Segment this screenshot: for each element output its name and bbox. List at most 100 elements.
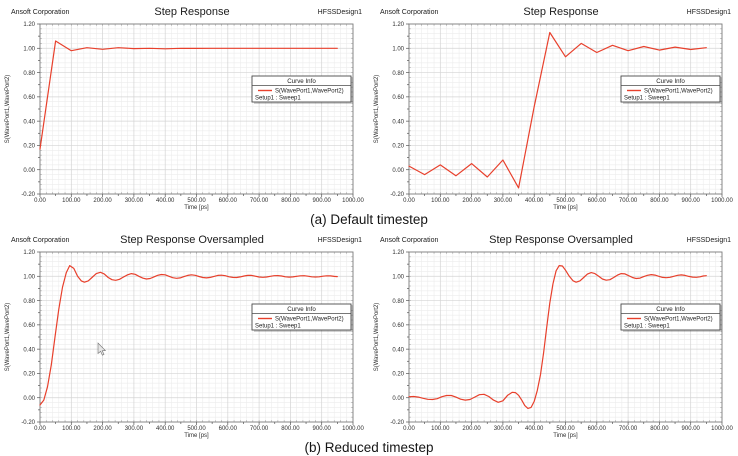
legend-box bbox=[251, 303, 352, 331]
y-tick-label: 0.60 bbox=[392, 95, 404, 101]
legend-box bbox=[620, 303, 721, 331]
header-right: HFSSDesign1 bbox=[687, 9, 731, 16]
x-tick-label: 300.00 bbox=[494, 426, 513, 432]
x-tick-label: 300.00 bbox=[494, 198, 513, 204]
y-tick-label: 0.60 bbox=[392, 323, 404, 329]
y-tick-labels: -0.20 0.00 0.20 0.40 0.60 0.80 1.00 1.20 bbox=[21, 250, 35, 426]
x-tick-label: 700.00 bbox=[250, 198, 269, 204]
legend-box bbox=[620, 75, 721, 103]
x-tick-label: 700.00 bbox=[250, 426, 269, 432]
header-right: HFSSDesign1 bbox=[318, 9, 362, 16]
header-left: Ansoft Corporation bbox=[380, 9, 438, 16]
y-tick-label: 1.20 bbox=[392, 22, 404, 28]
x-tick-label: 800.00 bbox=[650, 198, 669, 204]
x-axis-label: Time [ps] bbox=[184, 433, 209, 439]
header-left: Ansoft Corporation bbox=[11, 9, 69, 16]
x-tick-labels: 0.00 100.00 200.00 300.00 400.00 500.00 600.00… bbox=[34, 198, 364, 204]
x-tick-label: 200.00 bbox=[462, 426, 481, 432]
legend: Curve Info S(WavePort1,WavePort2)Setup1 :… bbox=[620, 75, 722, 104]
legend-entry: S(WavePort1,WavePort2) bbox=[644, 89, 713, 95]
y-tick-label: 1.00 bbox=[23, 46, 35, 52]
y-tick-label: -0.20 bbox=[21, 192, 35, 198]
x-tick-label: 600.00 bbox=[219, 198, 238, 204]
y-tick-label: 1.20 bbox=[23, 250, 35, 256]
legend-title: Curve Info bbox=[656, 306, 685, 313]
y-tick-label: 0.00 bbox=[23, 396, 35, 402]
x-tick-label: 100.00 bbox=[431, 198, 450, 204]
x-tick-labels: 0.00 100.00 200.00 300.00 400.00 500.00 600.00… bbox=[403, 198, 733, 204]
row-b: 0.00 100.00 200.00 300.00 400.00 500.00 600.00… bbox=[0, 228, 738, 440]
y-tick-label: 1.00 bbox=[392, 46, 404, 52]
legend-entry: S(WavePort1,WavePort2) bbox=[275, 317, 344, 323]
legend-title: Curve Info bbox=[287, 78, 316, 85]
x-tick-label: 300.00 bbox=[125, 426, 144, 432]
x-tick-label: 800.00 bbox=[281, 198, 300, 204]
plot-panel-2: 0.00 100.00 200.00 300.00 400.00 500.00 600.00… bbox=[0, 228, 369, 440]
x-tick-label: 1000.00 bbox=[342, 198, 364, 204]
y-tick-label: 0.40 bbox=[392, 119, 404, 125]
y-tick-label: 0.60 bbox=[23, 95, 35, 101]
x-tick-label: 100.00 bbox=[62, 198, 81, 204]
x-tick-label: 500.00 bbox=[187, 198, 206, 204]
outside-ticks bbox=[37, 251, 354, 425]
y-tick-label: 0.20 bbox=[392, 144, 404, 150]
x-tick-label: 600.00 bbox=[588, 198, 607, 204]
legend-box bbox=[251, 75, 352, 103]
y-tick-label: 1.20 bbox=[392, 250, 404, 256]
plot-panel-0: 0.00 100.00 200.00 300.00 400.00 500.00 600.00… bbox=[0, 0, 369, 212]
grid-major bbox=[409, 24, 722, 194]
x-tick-label: 500.00 bbox=[556, 198, 575, 204]
legend-setup: Setup1 : Sweep1 bbox=[624, 324, 670, 330]
y-tick-label: -0.20 bbox=[21, 420, 35, 426]
y-tick-label: 0.80 bbox=[392, 299, 404, 305]
x-tick-label: 600.00 bbox=[588, 426, 607, 432]
legend-title: Curve Info bbox=[287, 306, 316, 313]
x-tick-label: 900.00 bbox=[313, 426, 332, 432]
x-tick-label: 1000.00 bbox=[711, 426, 733, 432]
x-tick-label: 400.00 bbox=[525, 426, 544, 432]
plot-panel-3: 0.00 100.00 200.00 300.00 400.00 500.00 600.00… bbox=[369, 228, 738, 440]
caption-a: (a) Default timestep bbox=[310, 212, 428, 227]
x-tick-label: 400.00 bbox=[525, 198, 544, 204]
chart-svg-3: 0.00 100.00 200.00 300.00 400.00 500.00 600.00… bbox=[374, 234, 734, 439]
y-tick-label: 0.00 bbox=[392, 396, 404, 402]
y-tick-label: -0.20 bbox=[390, 420, 404, 426]
x-tick-label: 900.00 bbox=[682, 426, 701, 432]
x-tick-label: 900.00 bbox=[313, 198, 332, 204]
x-tick-label: 600.00 bbox=[219, 426, 238, 432]
panel-title: Step Response bbox=[523, 6, 598, 18]
x-tick-label: 1000.00 bbox=[711, 198, 733, 204]
y-tick-label: 0.80 bbox=[23, 71, 35, 77]
y-tick-label: 0.40 bbox=[392, 347, 404, 353]
x-tick-label: 0.00 bbox=[403, 198, 415, 204]
y-tick-label: -0.20 bbox=[390, 192, 404, 198]
y-tick-label: 0.00 bbox=[392, 168, 404, 174]
x-tick-label: 700.00 bbox=[619, 198, 638, 204]
caption-b: (b) Reduced timestep bbox=[304, 440, 434, 455]
y-tick-label: 1.00 bbox=[23, 274, 35, 280]
curve-line bbox=[408, 264, 707, 409]
x-tick-label: 900.00 bbox=[682, 198, 701, 204]
x-tick-label: 800.00 bbox=[281, 426, 300, 432]
y-axis-label: S(WavePort1,WavePort2) bbox=[374, 75, 380, 144]
y-tick-labels: -0.20 0.00 0.20 0.40 0.60 0.80 1.00 1.20 bbox=[21, 22, 35, 198]
grid-major bbox=[40, 252, 353, 422]
x-tick-labels: 0.00 100.00 200.00 300.00 400.00 500.00 600.00… bbox=[34, 426, 364, 432]
x-tick-label: 500.00 bbox=[556, 426, 575, 432]
plot-panel-1: 0.00 100.00 200.00 300.00 400.00 500.00 600.00… bbox=[369, 0, 738, 212]
row-a: 0.00 100.00 200.00 300.00 400.00 500.00 600.00… bbox=[0, 0, 738, 212]
y-tick-label: 0.80 bbox=[23, 299, 35, 305]
panel-title: Step Response bbox=[154, 6, 229, 18]
y-axis-label: S(WavePort1,WavePort2) bbox=[5, 303, 11, 372]
legend-entry: S(WavePort1,WavePort2) bbox=[644, 317, 713, 323]
legend-setup: Setup1 : Sweep1 bbox=[255, 96, 301, 102]
curve-line bbox=[39, 264, 338, 406]
curve-line bbox=[408, 31, 707, 189]
x-tick-label: 0.00 bbox=[34, 426, 46, 432]
x-tick-label: 800.00 bbox=[650, 426, 669, 432]
y-tick-label: 0.40 bbox=[23, 347, 35, 353]
legend: Curve Info S(WavePort1,WavePort2)Setup1 :… bbox=[620, 303, 722, 332]
x-tick-label: 200.00 bbox=[93, 198, 112, 204]
x-tick-label: 300.00 bbox=[125, 198, 144, 204]
